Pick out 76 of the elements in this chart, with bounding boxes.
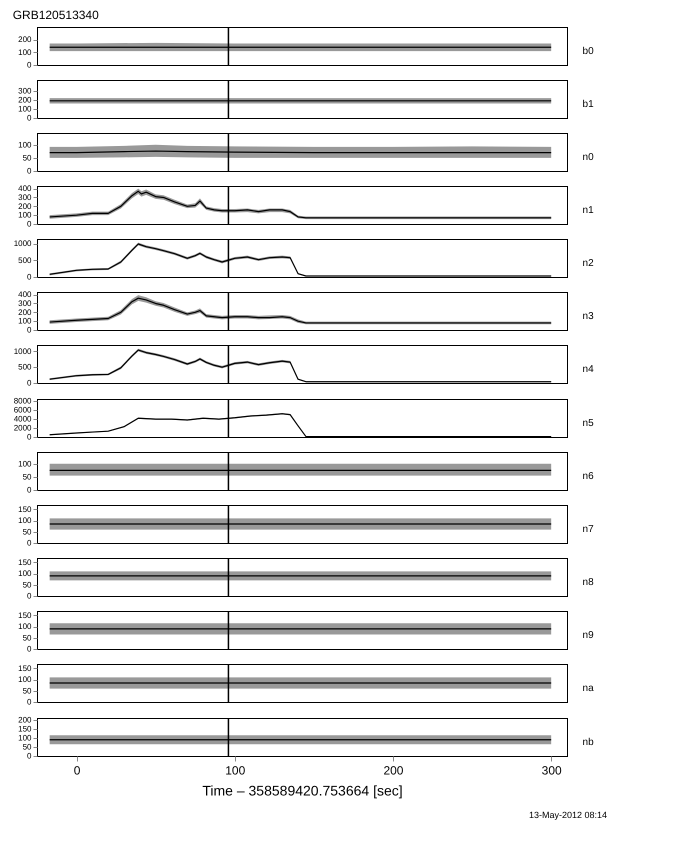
y-tick-label: 8000 — [14, 396, 32, 406]
y-tick-label: 50 — [22, 580, 32, 590]
y-tick-label: 0 — [27, 432, 32, 442]
y-tick-label: 2000 — [14, 424, 32, 433]
y-tick-label: 400 — [18, 290, 32, 300]
y-tick-label: 50 — [22, 742, 32, 752]
y-tick-label: 0 — [27, 592, 32, 600]
y-tick-label: 100 — [18, 210, 32, 220]
y-tick-label: 100 — [18, 733, 32, 742]
text: 13-May-2012 08:14 — [528, 810, 607, 820]
y-tick-label: 50 — [22, 153, 32, 162]
y-tick-label: 100 — [18, 140, 32, 150]
y-tick-label: 150 — [18, 724, 32, 734]
y-tick-label: 150 — [18, 664, 32, 673]
y-tick-label: 100 — [18, 622, 32, 632]
y-tick-label: 1000 — [14, 239, 32, 248]
y-tick-label: 150 — [18, 558, 32, 567]
y-tick-label: 6000 — [14, 406, 32, 415]
y2-axis-title: n2 — [582, 258, 594, 269]
y2-axis-title: n7 — [582, 524, 594, 535]
y-tick-label: 100 — [18, 516, 32, 526]
y-tick-label: 100 — [18, 316, 32, 326]
y-tick-label: 500 — [18, 256, 32, 265]
y-tick-label: 150 — [18, 610, 32, 620]
y2-axis-title: na — [582, 683, 594, 694]
y2-axis-title: n1 — [582, 205, 594, 216]
x-tick-label: 100 — [225, 764, 246, 778]
y2-axis-title: n5 — [582, 418, 594, 429]
y2-axis-title: b0 — [582, 46, 594, 57]
y-tick-label: 4000 — [14, 414, 32, 424]
y-tick-label: 150 — [18, 504, 32, 514]
y-tick-label: 0 — [27, 60, 32, 70]
y2-axis-title: nb — [582, 737, 594, 748]
y-tick-label: 0 — [27, 114, 32, 122]
y2-axis-title: n4 — [582, 364, 594, 375]
y-tick-label: 200 — [18, 95, 32, 104]
x-tick-label: 0 — [74, 764, 81, 778]
y2-axis-title: n6 — [582, 471, 594, 482]
y-tick-label: 0 — [27, 752, 32, 760]
chart-title: GRB120513340 — [12, 8, 100, 22]
y-tick-label: 100 — [18, 48, 32, 57]
y-tick-label: 1000 — [14, 346, 32, 356]
y-tick-label: 200 — [18, 202, 32, 211]
y-tick-label: 200 — [18, 35, 32, 44]
y-tick-label: 0 — [27, 220, 32, 228]
y-tick-label: 100 — [18, 675, 32, 684]
y2-axis-title: n3 — [582, 311, 594, 322]
y-tick-label: 100 — [18, 459, 32, 468]
y2-axis-title: n0 — [582, 152, 594, 163]
y-tick-label: 50 — [22, 472, 32, 482]
y-tick-label: 0 — [27, 644, 32, 654]
y-tick-label: 200 — [18, 308, 32, 317]
y2-axis-title: b1 — [582, 99, 594, 110]
y-tick-label: 0 — [27, 326, 32, 334]
y-tick-label: 100 — [18, 569, 32, 578]
y-tick-label: 500 — [18, 362, 32, 372]
y2-axis-title: n9 — [582, 630, 594, 641]
y-tick-label: 0 — [27, 486, 32, 494]
y-tick-label: 300 — [18, 192, 32, 202]
y2-axis-title: n8 — [582, 577, 594, 588]
y-tick-label: 0 — [27, 698, 32, 706]
y-tick-label: 50 — [22, 686, 32, 696]
y-tick-label: 100 — [18, 104, 32, 114]
y-tick-label: 400 — [18, 184, 32, 194]
y-tick-label: 300 — [18, 298, 32, 308]
x-tick-label: 300 — [542, 764, 562, 778]
x-axis-title: Time – 358589420.753664 [sec] — [202, 782, 403, 798]
y-tick-label: 50 — [22, 527, 32, 536]
y-tick-label: 300 — [18, 86, 32, 96]
y-tick-label: 0 — [27, 272, 32, 282]
y-tick-label: 0 — [27, 378, 32, 388]
y-tick-label: 50 — [22, 633, 32, 642]
y-tick-label: 0 — [27, 538, 32, 548]
x-tick-label: 200 — [383, 764, 404, 778]
y-tick-label: 0 — [27, 166, 32, 176]
y-tick-label: 200 — [18, 715, 32, 724]
